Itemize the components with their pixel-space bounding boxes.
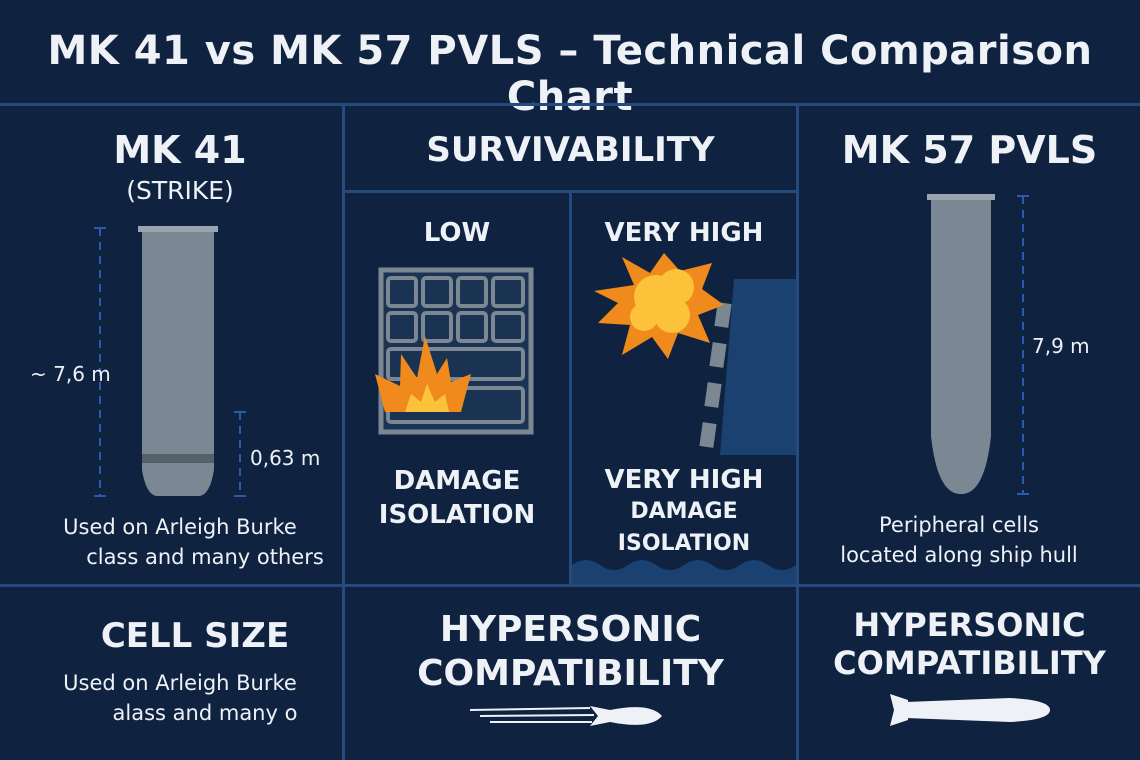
rocket-icon	[890, 694, 1050, 726]
mk41-caption-line-1: Used on Arleigh Burke	[63, 515, 297, 539]
fire-icon	[375, 336, 471, 412]
mk57-canister-diagram	[927, 194, 1029, 495]
mk57-height-label: 7,9 m	[1032, 334, 1090, 358]
mk41-caption: Used on Arleigh Burke class and many oth…	[40, 512, 340, 572]
survivability-low-label-line-1: DAMAGE	[393, 466, 521, 496]
hypersonic-center-line-1: HYPERSONIC	[439, 609, 702, 650]
survivability-low-label: DAMAGE ISOLATION	[345, 464, 569, 532]
hypersonic-right-line-2: COMPATIBILITY	[833, 644, 1106, 682]
divider-col-2	[796, 106, 799, 760]
missile-icon	[469, 706, 662, 726]
hypersonic-center-line-2: COMPATIBILITY	[417, 653, 724, 694]
mk57-caption-line-2: located along ship hull	[840, 543, 1078, 567]
cell-grid-diagram	[375, 267, 534, 435]
cell-size-caption-line-1: Used on Arleigh Burke	[63, 671, 297, 695]
mk41-width-label: 0,63 m	[250, 446, 321, 470]
cell-size-caption: Used on Arleigh Burke alass and many o	[40, 668, 340, 728]
mk57-heading: MK 57 PVLS	[841, 128, 1098, 172]
cell-size-heading: CELL SIZE	[100, 616, 290, 656]
survivability-low-label-line-2: ISOLATION	[378, 500, 536, 530]
mk41-subheading: (STRIKE)	[126, 176, 234, 205]
divider-top	[0, 103, 1140, 106]
mk41-canister-diagram	[94, 226, 246, 497]
cell-size-caption-line-2: alass and many o	[112, 701, 298, 725]
hypersonic-right-line-1: HYPERSONIC	[853, 606, 1086, 644]
survivability-high-label-line-1: VERY HIGH	[604, 465, 764, 495]
mk57-caption: Peripheral cells located along ship hull	[799, 510, 1119, 570]
mk57-caption-line-1: Peripheral cells	[879, 513, 1039, 537]
divider-survivability-split	[569, 193, 572, 584]
mk41-caption-line-2: class and many others	[86, 545, 324, 569]
divider-middle	[0, 584, 1140, 587]
hypersonic-right-heading: HYPERSONIC COMPATIBILITY	[799, 606, 1140, 682]
survivability-high-label-line-2: DAMAGE ISOLATION	[617, 499, 751, 556]
explosion-icon	[594, 253, 724, 359]
survivability-high-label: VERY HIGH DAMAGE ISOLATION	[572, 464, 796, 560]
page-title: MK 41 vs MK 57 PVLS – Technical Comparis…	[47, 28, 1093, 120]
divider-survivability-header	[345, 190, 796, 193]
hypersonic-center-heading: HYPERSONIC COMPATIBILITY	[345, 608, 796, 696]
survivability-heading: SURVIVABILITY	[426, 130, 715, 170]
mk41-heading: MK 41	[113, 128, 247, 172]
divider-col-1	[342, 106, 345, 760]
survivability-high-level: VERY HIGH	[604, 218, 764, 248]
peripheral-cells-diagram	[572, 253, 796, 584]
mk41-height-label: ~ 7,6 m	[30, 362, 111, 386]
survivability-low-level: LOW	[423, 218, 491, 248]
